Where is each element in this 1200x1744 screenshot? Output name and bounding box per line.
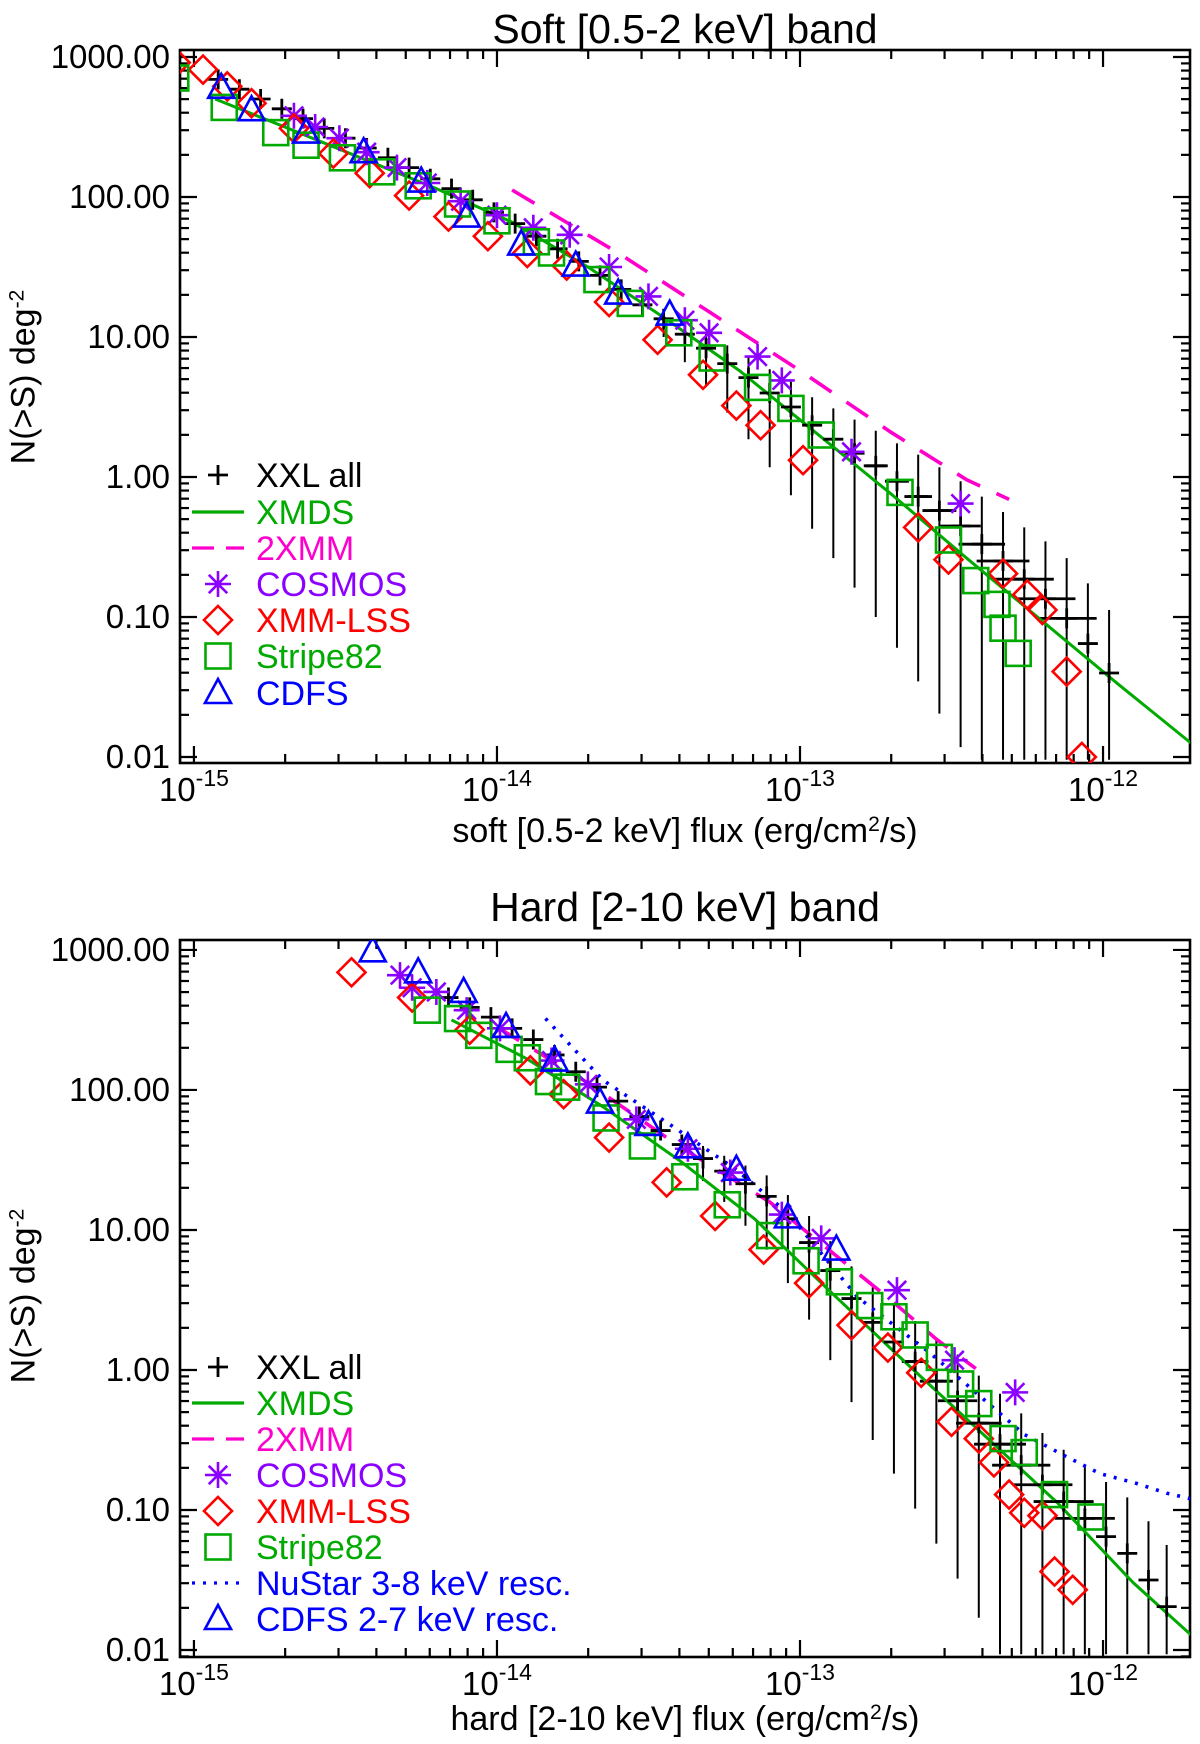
hard-plot-title: Hard [2-10 keV] band: [490, 884, 880, 930]
x-tick-label: 10-15: [159, 1659, 229, 1702]
soft-plot: 10-15 10-14 10-13 10-121000.00100.0010.001.…: [51, 38, 1192, 808]
y-tick-label: 0.01: [106, 738, 170, 775]
legend-label: NuStar 3-8 keV resc.: [256, 1565, 572, 1603]
y-tick-label: 100.00: [69, 1071, 170, 1108]
line-2xmm: [496, 1025, 977, 1371]
legend-label: XMDS: [256, 494, 354, 532]
legend-label: Stripe82: [256, 638, 383, 676]
error-bars-XXL all: [447, 991, 1168, 1655]
soft-x-axis-label: soft [0.5-2 keV] flux (erg/cm2/s): [452, 812, 918, 850]
legend-label: XMM-LSS: [256, 1493, 411, 1531]
x-tick-label: 10-13: [765, 1659, 835, 1702]
y-tick-label: 1000.00: [51, 38, 170, 75]
series-xmm-lss: [335, 956, 1089, 1606]
x-tick-label: 10-14: [462, 765, 532, 808]
y-tick-label: 10.00: [87, 1211, 170, 1248]
y-tick-label: 1.00: [106, 458, 170, 495]
series-xxl-all: [438, 987, 1177, 1617]
axis-ticks: [178, 50, 1190, 763]
hard-plot-data: [335, 940, 1190, 1655]
x-tick-label: 10-13: [765, 765, 835, 808]
legend-label: 2XMM: [256, 530, 354, 568]
series-stripe82: [413, 996, 1105, 1531]
y-tick-label: 100.00: [69, 178, 170, 215]
series-cosmos: [280, 102, 974, 517]
legend-label: COSMOS: [256, 1457, 407, 1495]
x-tick-label: 10-12: [1068, 765, 1138, 808]
hard-x-axis-label: hard [2-10 keV] flux (erg/cm2/s): [450, 1700, 920, 1738]
series-stripe82: [180, 64, 1032, 668]
legend-label: XMM-LSS: [256, 602, 411, 640]
soft-plot-title: Soft [0.5-2 keV] band: [492, 6, 878, 52]
y-tick-label: 1.00: [106, 1351, 170, 1388]
legend-label: 2XMM: [256, 1421, 354, 1459]
x-tick-label: 10-14: [462, 1659, 532, 1702]
soft-plot-data: [180, 51, 1190, 763]
legend-label: XXL all: [256, 1349, 362, 1387]
legend-label: Stripe82: [256, 1529, 383, 1567]
y-tick-label: 0.10: [106, 598, 170, 635]
line-nustar-3-8-kev-resc-: [544, 1017, 1190, 1501]
legend-label: CDFS 2-7 keV resc.: [256, 1601, 558, 1639]
y-tick-label: 10.00: [87, 318, 170, 355]
y-tick-label: 0.10: [106, 1491, 170, 1528]
series-cdfs-2-7-kev-resc-: [357, 940, 852, 1261]
line-2xmm: [511, 188, 1010, 502]
legend-label: XMDS: [256, 1385, 354, 1423]
y-tick-label: 1000.00: [51, 931, 170, 968]
legend-label: XXL all: [256, 457, 362, 495]
soft-y-axis-label: N(>S) deg-2: [4, 289, 43, 465]
line-xmds: [450, 1018, 1190, 1636]
series-cdfs: [206, 71, 685, 326]
axis-ticks: [178, 940, 1190, 1658]
legend-label: COSMOS: [256, 566, 407, 604]
hard-legend: XXL allXMDS2XMMCOSMOSXMM-LSSStripe82NuSt…: [192, 1349, 572, 1639]
legend-label: CDFS: [256, 675, 349, 713]
hard-plot: 10-15 10-14 10-13 10-12 1000.00 100.00 10.00 1.…: [51, 931, 1192, 1702]
y-tick-label: 0.01: [106, 1631, 170, 1668]
hard-y-axis-label: N(>S) deg-2: [4, 1208, 43, 1384]
x-tick-label: 10-12: [1068, 1659, 1138, 1702]
